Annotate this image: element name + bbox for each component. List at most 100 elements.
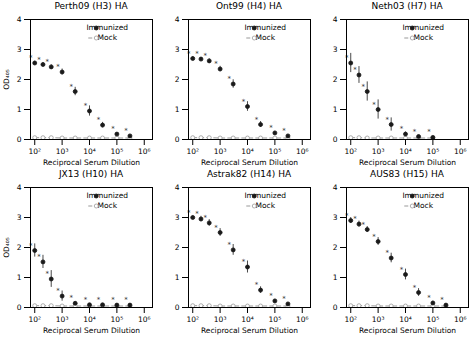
svg-text:3: 3 xyxy=(17,213,22,222)
svg-text:1: 1 xyxy=(333,105,338,114)
svg-text:10⁵: 10⁵ xyxy=(111,147,124,156)
svg-text:2: 2 xyxy=(333,75,338,84)
svg-text:10⁵: 10⁵ xyxy=(269,147,282,156)
svg-text:*: * xyxy=(111,125,115,133)
svg-text:10³: 10³ xyxy=(56,147,69,156)
svg-text:10⁴: 10⁴ xyxy=(83,147,96,156)
svg-text:*: * xyxy=(385,116,389,124)
svg-text:*: * xyxy=(214,224,218,232)
svg-text:OD₄₀₅: OD₄₀₅ xyxy=(2,69,11,90)
svg-text:10⁵: 10⁵ xyxy=(427,315,440,324)
svg-text:Immunized: Immunized xyxy=(86,191,128,200)
svg-text:Reciprocal Serum Dilution: Reciprocal Serum Dilution xyxy=(201,326,298,335)
svg-text:*: * xyxy=(195,210,199,218)
svg-text:10⁴: 10⁴ xyxy=(399,147,412,156)
svg-text:Mock: Mock xyxy=(414,33,434,42)
svg-text:4: 4 xyxy=(175,183,180,192)
svg-text:1: 1 xyxy=(333,273,338,282)
svg-text:*: * xyxy=(97,296,101,304)
svg-text:*: * xyxy=(56,287,60,295)
svg-text:*: * xyxy=(45,270,49,278)
svg-text:10⁵: 10⁵ xyxy=(427,147,440,156)
svg-text:Reciprocal Serum Dilution: Reciprocal Serum Dilution xyxy=(201,158,298,167)
svg-text:4: 4 xyxy=(175,15,180,24)
svg-text:OD₄₀₅: OD₄₀₅ xyxy=(2,237,11,258)
svg-text:Mock: Mock xyxy=(256,201,276,210)
svg-text:*: * xyxy=(427,128,431,136)
svg-text:10²: 10² xyxy=(344,147,357,156)
svg-text:*: * xyxy=(242,98,246,106)
svg-text:2: 2 xyxy=(175,243,180,252)
svg-text:0: 0 xyxy=(175,303,180,312)
svg-text:*: * xyxy=(195,50,199,58)
svg-text:*: * xyxy=(111,296,115,304)
svg-text:*: * xyxy=(69,83,73,91)
svg-text:*: * xyxy=(269,124,273,132)
svg-text:*: * xyxy=(37,253,41,261)
svg-text:*: * xyxy=(361,83,365,91)
svg-text:0: 0 xyxy=(17,303,22,312)
svg-text:2: 2 xyxy=(333,243,338,252)
svg-text:10²: 10² xyxy=(28,315,41,324)
svg-text:Immunized: Immunized xyxy=(402,23,444,32)
svg-text:3: 3 xyxy=(17,45,22,54)
svg-text:*: * xyxy=(440,296,444,304)
svg-text:10³: 10³ xyxy=(214,315,227,324)
svg-text:0: 0 xyxy=(333,135,338,144)
svg-text:*: * xyxy=(203,214,207,222)
svg-text:10⁶: 10⁶ xyxy=(296,315,309,324)
svg-text:10⁵: 10⁵ xyxy=(269,315,282,324)
svg-text:10⁵: 10⁵ xyxy=(111,315,124,324)
svg-text:*: * xyxy=(124,127,128,135)
svg-text:Reciprocal Serum Dilution: Reciprocal Serum Dilution xyxy=(43,326,140,335)
svg-text:3: 3 xyxy=(175,213,180,222)
svg-text:2: 2 xyxy=(17,243,22,252)
svg-text:10⁴: 10⁴ xyxy=(241,315,254,324)
svg-text:10⁶: 10⁶ xyxy=(296,147,309,156)
svg-text:*: * xyxy=(69,294,73,302)
svg-text:*: * xyxy=(242,258,246,266)
svg-text:*: * xyxy=(282,127,286,135)
svg-text:*: * xyxy=(413,128,417,136)
svg-text:10²: 10² xyxy=(186,315,199,324)
svg-text:Immunized: Immunized xyxy=(402,191,444,200)
svg-text:*: * xyxy=(203,52,207,60)
svg-text:*: * xyxy=(97,116,101,124)
svg-text:Immunized: Immunized xyxy=(86,23,128,32)
svg-text:*: * xyxy=(400,125,404,133)
svg-text:3: 3 xyxy=(333,45,338,54)
svg-text:Immunized: Immunized xyxy=(244,23,286,32)
svg-text:*: * xyxy=(84,296,88,304)
svg-text:10⁴: 10⁴ xyxy=(83,315,96,324)
svg-text:1: 1 xyxy=(175,105,180,114)
svg-text:*: * xyxy=(353,66,357,74)
svg-text:2: 2 xyxy=(175,75,180,84)
svg-text:*: * xyxy=(353,215,357,223)
svg-text:3: 3 xyxy=(175,45,180,54)
svg-text:4: 4 xyxy=(333,183,338,192)
svg-text:10⁶: 10⁶ xyxy=(138,315,151,324)
svg-text:*: * xyxy=(269,292,273,300)
svg-text:*: * xyxy=(413,284,417,292)
svg-text:*: * xyxy=(372,233,376,241)
svg-text:0: 0 xyxy=(175,135,180,144)
svg-text:10³: 10³ xyxy=(214,147,227,156)
svg-text:Reciprocal Serum Dilution: Reciprocal Serum Dilution xyxy=(359,158,456,167)
svg-text:Immunized: Immunized xyxy=(244,191,286,200)
svg-text:*: * xyxy=(214,60,218,68)
svg-text:10³: 10³ xyxy=(372,147,385,156)
svg-text:*: * xyxy=(255,116,259,124)
svg-text:1: 1 xyxy=(175,273,180,282)
svg-text:2: 2 xyxy=(17,75,22,84)
svg-text:1: 1 xyxy=(17,105,22,114)
svg-text:*: * xyxy=(361,221,365,229)
svg-text:Reciprocal Serum Dilution: Reciprocal Serum Dilution xyxy=(43,158,140,167)
svg-text:*: * xyxy=(37,56,41,64)
svg-text:*: * xyxy=(282,295,286,303)
svg-text:0: 0 xyxy=(333,303,338,312)
svg-text:*: * xyxy=(372,101,376,109)
svg-text:1: 1 xyxy=(17,273,22,282)
svg-text:4: 4 xyxy=(333,15,338,24)
svg-text:Mock: Mock xyxy=(98,201,118,210)
svg-text:10⁴: 10⁴ xyxy=(241,147,254,156)
